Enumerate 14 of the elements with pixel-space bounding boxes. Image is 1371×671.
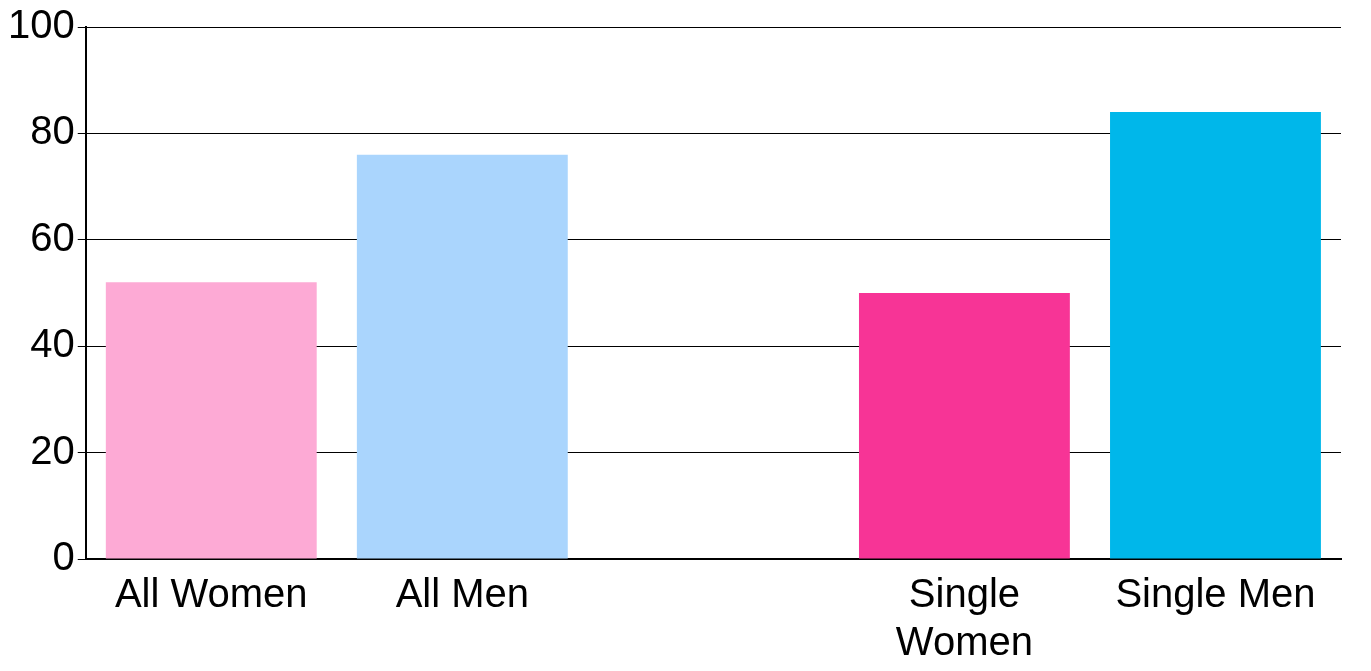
x-tick-label: All Men	[395, 571, 530, 616]
bar	[858, 293, 1070, 559]
y-tick-label: 40	[30, 321, 75, 366]
bar	[356, 154, 568, 559]
x-tick-label: All Women	[114, 571, 308, 616]
y-tick-label: 100	[7, 2, 75, 47]
x-tick-label: Single Men	[1115, 571, 1316, 616]
y-tick-label: 60	[30, 214, 75, 259]
y-tick-label: 80	[30, 108, 75, 153]
bar	[1110, 112, 1321, 559]
bar	[105, 282, 317, 559]
y-tick-label: 20	[30, 427, 75, 472]
x-tick-label: Single Women	[895, 571, 1033, 664]
y-tick-label: 0	[52, 534, 75, 579]
